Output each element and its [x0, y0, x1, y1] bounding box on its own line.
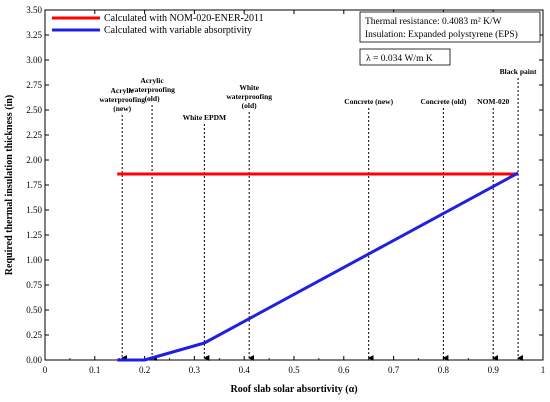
y-tick-label: 1.50 [26, 205, 42, 215]
annotation-label: White [239, 83, 259, 92]
y-tick-label: 1.75 [26, 180, 42, 190]
annotation-label: Acrylic [140, 76, 164, 85]
x-axis-title: Roof slab solar absortivity (α) [230, 384, 357, 395]
y-axis-title: Required thermal insulation thickness (i… [4, 95, 15, 275]
lambda-box: λ = 0.034 W/m K [359, 48, 451, 66]
y-tick-label: 0.25 [26, 330, 42, 340]
y-tick-label: 3.25 [26, 30, 42, 40]
annotation-label: waterproofing [226, 92, 272, 101]
annotation-label: Acrylic [111, 86, 135, 95]
y-tick-label: 0.50 [26, 305, 42, 315]
x-tick-label: 0.5 [288, 365, 300, 375]
annotation-label: (old) [242, 101, 258, 110]
x-tick-label: 0.9 [488, 365, 500, 375]
annotation-label: NOM-020 [477, 97, 509, 106]
annotation-label: waterproofing [99, 95, 145, 104]
x-tick-label: 0.3 [189, 365, 201, 375]
info-box: Thermal resistance: 0.4083 m² K/W Insula… [359, 11, 541, 43]
annotation-label: Black paint [500, 67, 537, 76]
legend: Calculated with NOM-020-ENER-2011 Calcul… [52, 13, 264, 36]
info-thermal-resistance: Thermal resistance: 0.4083 m² K/W [365, 17, 502, 27]
legend-label-variable: Calculated with variable absorptivity [104, 25, 252, 36]
y-tick-label: 2.50 [26, 105, 42, 115]
y-tick-label: 2.00 [26, 155, 42, 165]
y-tick-label: 3.50 [26, 5, 42, 15]
annotation-label: Concrete (new) [344, 97, 393, 106]
x-tick-label: 0.1 [89, 365, 100, 375]
annotations: Acrylicwaterproofing(new)Acrylicwaterpro… [99, 67, 537, 361]
y-tick-label: 3.00 [26, 55, 42, 65]
annotation-label: (old) [145, 94, 161, 103]
y-tick-label: 0.75 [26, 280, 42, 290]
annotation-label: White EPDM [183, 113, 227, 122]
x-tick-label: 0 [43, 365, 48, 375]
y-tick-label: 2.75 [26, 80, 42, 90]
series-group [117, 171, 519, 362]
info-insulation: Insulation: Expanded polystyrene (EPS) [365, 29, 518, 40]
x-tick-label: 1 [541, 365, 546, 375]
annotation-label: Concrete (old) [420, 97, 466, 106]
x-tick-label: 0.4 [239, 365, 251, 375]
x-tick-label: 0.6 [338, 365, 350, 375]
x-tick-label: 0.7 [388, 365, 400, 375]
legend-label-nom: Calculated with NOM-020-ENER-2011 [104, 13, 264, 24]
x-tick-label: 0.2 [139, 365, 150, 375]
lambda-label: λ = 0.034 W/m K [366, 54, 433, 64]
annotation-label: waterproofing [129, 85, 175, 94]
annotation-label: (new) [113, 104, 131, 113]
y-tick-label: 1.00 [26, 255, 42, 265]
series-line-1 [117, 171, 519, 362]
x-tick-label: 0.8 [438, 365, 450, 375]
plot-area [44, 9, 544, 361]
axis-ticks: 0 0.1 0.2 0.3 0.4 0.5 0.6 0.7 0.8 0.9 1 0.00 0.25 0.5… [26, 5, 545, 375]
y-tick-label: 2.25 [26, 130, 42, 140]
y-tick-label: 0.00 [26, 355, 42, 365]
y-tick-label: 1.25 [26, 230, 42, 240]
